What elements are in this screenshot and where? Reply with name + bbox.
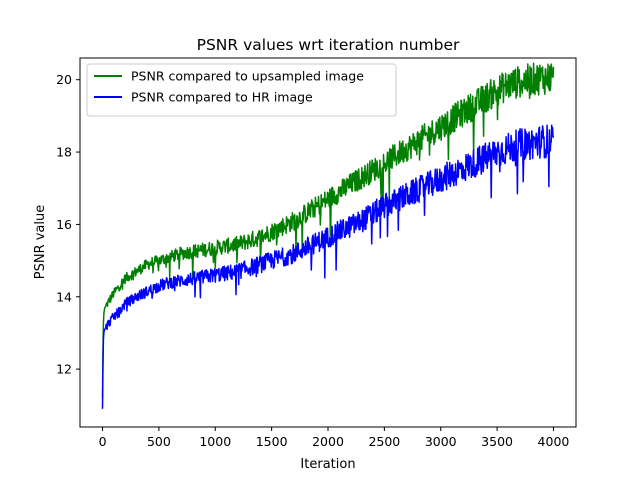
series-layer <box>101 62 555 409</box>
legend-label-hr: PSNR compared to HR image <box>131 90 313 105</box>
y-axis-label: PSNR value <box>33 205 48 280</box>
x-tick-label: 2000 <box>312 434 344 449</box>
x-tick-label: 500 <box>147 434 171 449</box>
x-axis-label: Iteration <box>300 457 355 472</box>
x-tick-label: 1000 <box>199 434 231 449</box>
y-tick-label: 18 <box>56 145 72 160</box>
x-tick-label: 0 <box>99 434 107 449</box>
legend-box <box>86 63 397 117</box>
x-axis-ticks: 0 500 1000 1500 2000 2500 3000 3500 4000 <box>99 427 570 449</box>
x-tick-label: 3000 <box>425 434 457 449</box>
legend: PSNR compared to upsampled image PSNR co… <box>86 63 397 117</box>
x-tick-label: 2500 <box>368 434 400 449</box>
y-tick-label: 14 <box>56 289 72 304</box>
series-line-0 <box>101 62 555 399</box>
chart-title: PSNR values wrt iteration number <box>197 36 460 54</box>
series-line-1 <box>101 124 555 409</box>
y-tick-label: 12 <box>56 362 72 377</box>
y-axis-ticks: 12 14 16 18 20 <box>56 72 80 377</box>
y-tick-label: 20 <box>56 72 72 87</box>
x-tick-label: 3500 <box>481 434 513 449</box>
x-tick-label: 4000 <box>538 434 570 449</box>
y-tick-label: 16 <box>56 217 72 232</box>
x-tick-label: 1500 <box>256 434 288 449</box>
legend-label-upsampled: PSNR compared to upsampled image <box>131 69 364 84</box>
